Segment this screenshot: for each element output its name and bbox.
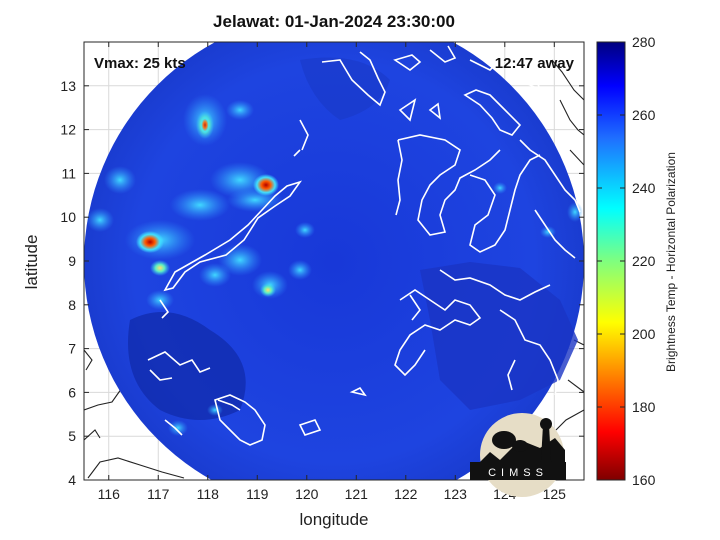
x-tick-label: 116 xyxy=(98,486,121,502)
colorbar-tick-label: 220 xyxy=(632,253,656,269)
x-tick-label: 121 xyxy=(345,486,369,502)
x-tick-labels: 116 117 118 119 120 121 122 123 124 125 xyxy=(98,42,567,502)
y-tick-labels: 4 5 6 7 8 9 10 11 12 13 xyxy=(60,78,584,488)
logo-text: CIMSS xyxy=(488,467,548,479)
x-tick-label: 123 xyxy=(444,486,468,502)
y-tick-label: 8 xyxy=(68,297,76,313)
y-tick-label: 11 xyxy=(61,165,76,181)
colorbar-tick-label: 180 xyxy=(632,399,656,415)
vmax-annotation: Vmax: 25 kts xyxy=(94,55,186,72)
cimss-logo: CIMSS xyxy=(470,413,566,497)
y-tick-label: 10 xyxy=(60,209,76,225)
x-tick-label: 120 xyxy=(295,486,319,502)
y-tick-label: 7 xyxy=(68,341,76,357)
map-title: Jelawat: 01-Jan-2024 23:30:00 xyxy=(213,12,455,31)
y-tick-label: 9 xyxy=(68,253,76,269)
y-tick-label: 13 xyxy=(60,78,76,94)
colorbar-tick-label: 260 xyxy=(632,107,656,123)
colorbar-tick-label: 200 xyxy=(632,326,656,342)
colorbar-tick-label: 160 xyxy=(632,472,656,488)
outside-coastlines xyxy=(84,59,584,479)
x-tick-label: 118 xyxy=(197,486,220,502)
x-tick-label: 119 xyxy=(246,486,269,502)
colorbar-tick-labels: 160 180 200 220 240 260 280 xyxy=(597,34,656,488)
y-tick-label: 6 xyxy=(68,384,76,400)
colorbar-tick-label: 240 xyxy=(632,180,656,196)
y-tick-label: 4 xyxy=(68,472,76,488)
y-tick-label: 12 xyxy=(60,122,76,138)
x-tick-label: 122 xyxy=(394,486,418,502)
brightness-features xyxy=(86,57,583,436)
colorbar-tick-label: 280 xyxy=(632,34,656,50)
x-tick-label: 117 xyxy=(147,486,170,502)
time-away-annotation: 12:47 away xyxy=(495,55,575,72)
y-tick-label: 5 xyxy=(68,428,76,444)
x-tick-label: 125 xyxy=(543,486,567,502)
coastlines xyxy=(147,45,581,446)
x-axis-label: longitude xyxy=(299,510,369,529)
